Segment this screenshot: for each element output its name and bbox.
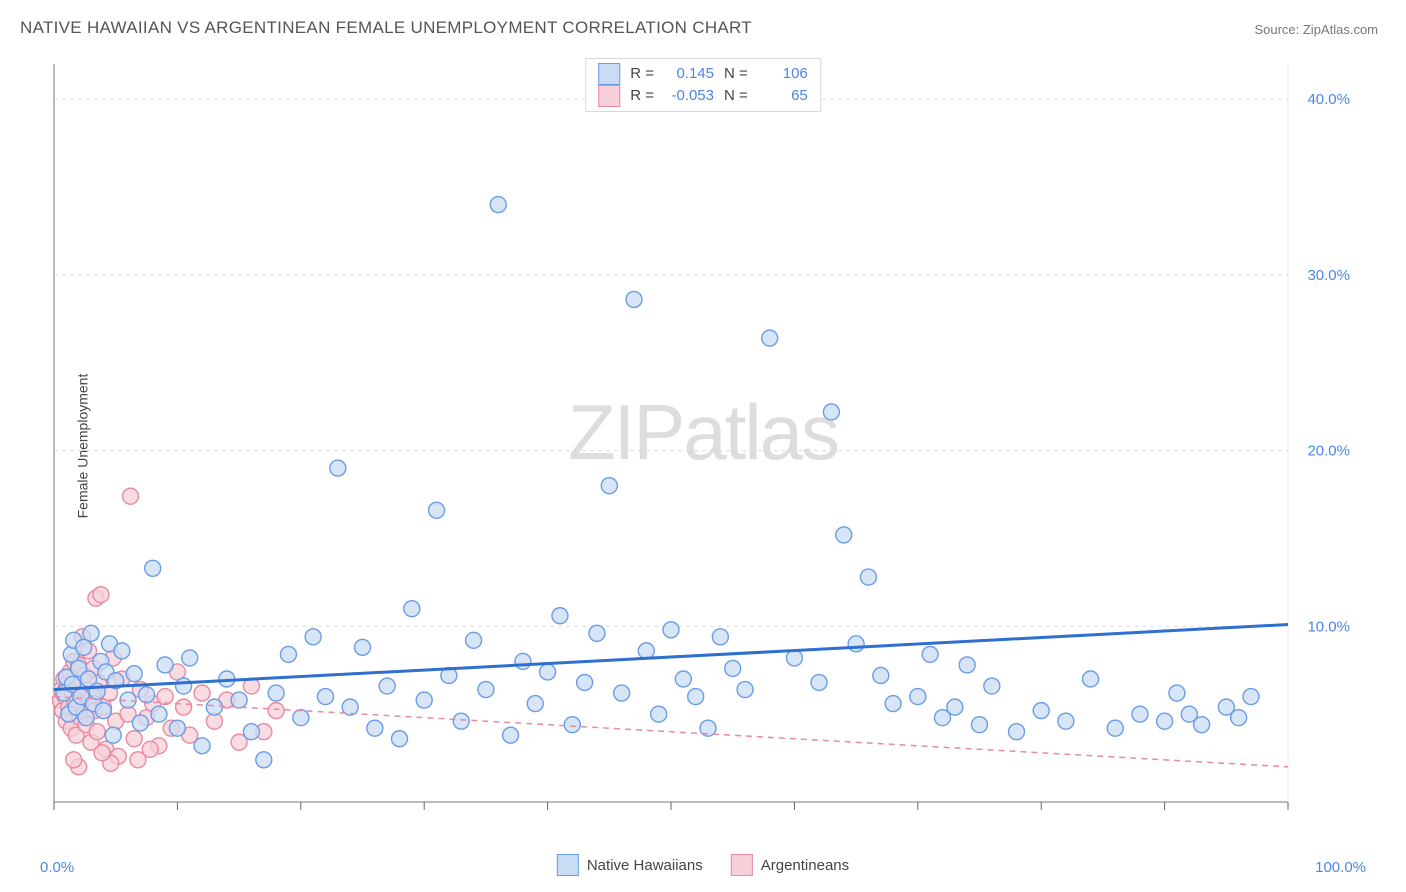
n-value-hawaiians: 106 [758, 63, 808, 85]
legend-item-hawaiians: Native Hawaiians [557, 854, 703, 876]
plot-area: 10.0% 20.0% 30.0% 40.0% [52, 60, 1358, 830]
r-value-argentineans: -0.053 [664, 85, 714, 107]
legend-swatch-argentineans-b [731, 854, 753, 876]
n-label: N = [724, 63, 748, 85]
x-axis-min-label: 0.0% [40, 859, 74, 876]
svg-text:30.0%: 30.0% [1307, 267, 1350, 284]
r-label: R = [630, 63, 654, 85]
n-value-argentineans: 65 [758, 85, 808, 107]
legend-label-hawaiians: Native Hawaiians [587, 857, 703, 874]
n-label: N = [724, 85, 748, 107]
r-label: R = [630, 85, 654, 107]
legend-swatch-hawaiians-b [557, 854, 579, 876]
legend-swatch-argentineans [598, 85, 620, 107]
legend-label-argentineans: Argentineans [761, 857, 849, 874]
chart-title: NATIVE HAWAIIAN VS ARGENTINEAN FEMALE UN… [20, 18, 752, 38]
series-legend: Native Hawaiians Argentineans [557, 854, 849, 876]
legend-item-argentineans: Argentineans [731, 854, 849, 876]
correlation-legend: R = 0.145 N = 106 R = -0.053 N = 65 [585, 58, 821, 112]
x-axis-max-label: 100.0% [1315, 859, 1366, 876]
legend-swatch-hawaiians [598, 63, 620, 85]
source-label: Source: ZipAtlas.com [1254, 22, 1378, 37]
svg-text:10.0%: 10.0% [1307, 618, 1350, 635]
chart-container: NATIVE HAWAIIAN VS ARGENTINEAN FEMALE UN… [0, 0, 1406, 892]
r-value-hawaiians: 0.145 [664, 63, 714, 85]
scatter-chart: 10.0% 20.0% 30.0% 40.0% [52, 60, 1358, 830]
legend-row-hawaiians: R = 0.145 N = 106 [598, 63, 808, 85]
svg-text:20.0%: 20.0% [1307, 443, 1350, 460]
svg-text:40.0%: 40.0% [1307, 91, 1350, 108]
legend-row-argentineans: R = -0.053 N = 65 [598, 85, 808, 107]
